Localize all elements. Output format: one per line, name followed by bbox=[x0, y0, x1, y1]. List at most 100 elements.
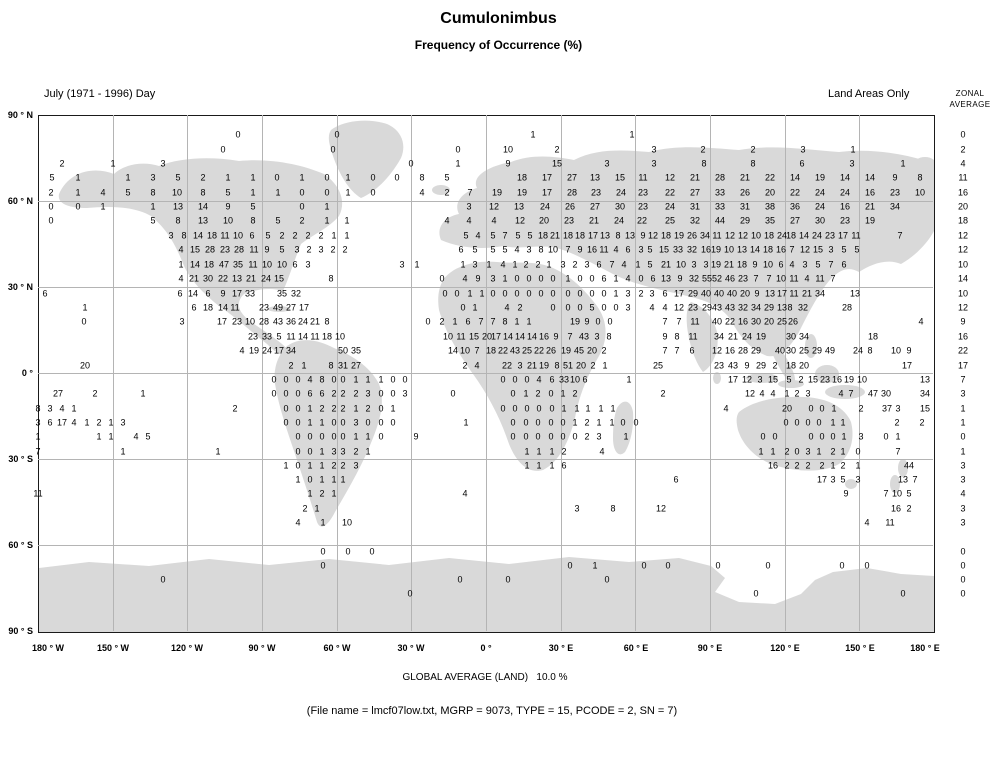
grid-value: 1 bbox=[840, 446, 846, 457]
grid-value: 21 bbox=[660, 259, 672, 270]
grid-value: 14 bbox=[864, 172, 876, 183]
grid-value: 1 bbox=[610, 403, 616, 414]
grid-value: 49 bbox=[272, 302, 284, 313]
grid-value: 18 bbox=[763, 230, 775, 241]
grid-value: 4 bbox=[613, 244, 619, 255]
grid-value: 0 bbox=[340, 431, 346, 442]
grid-value: 27 bbox=[52, 388, 64, 399]
grid-value: 14 bbox=[502, 331, 514, 342]
grid-value: 2 bbox=[784, 460, 790, 471]
grid-value: 29 bbox=[687, 288, 699, 299]
grid-value: 0 bbox=[536, 403, 542, 414]
north-america-land bbox=[58, 158, 343, 356]
grid-value: 25 bbox=[664, 215, 676, 226]
zonal-average-value: 7 bbox=[960, 374, 966, 385]
grid-value: 11 bbox=[815, 273, 825, 284]
grid-value: 11 bbox=[249, 244, 259, 255]
grid-value: 0 bbox=[808, 403, 814, 414]
grid-value: 2 bbox=[660, 388, 666, 399]
grid-value: 1 bbox=[120, 446, 126, 457]
grid-value: 7 bbox=[662, 345, 668, 356]
grid-value: 0 bbox=[549, 403, 555, 414]
grid-value: 6 bbox=[205, 288, 211, 299]
grid-value: 23 bbox=[819, 374, 831, 385]
grid-value: 24 bbox=[839, 187, 851, 198]
grid-value: 4 bbox=[100, 187, 106, 198]
grid-value: 3 bbox=[800, 144, 806, 155]
grid-value: 22 bbox=[724, 316, 736, 327]
grid-value: 26 bbox=[564, 201, 576, 212]
grid-value: 7 bbox=[676, 316, 682, 327]
grid-value: 1 bbox=[512, 259, 518, 270]
grid-value: 1 bbox=[592, 560, 598, 571]
grid-value: 3 bbox=[855, 474, 861, 485]
zonal-average-value: 1 bbox=[960, 446, 966, 457]
grid-value: 24 bbox=[741, 331, 753, 342]
grid-value: 2 bbox=[331, 403, 337, 414]
grid-value: 3 bbox=[318, 244, 324, 255]
grid-value: 3 bbox=[47, 403, 53, 414]
grid-value: 1 bbox=[900, 158, 906, 169]
grid-value: 0 bbox=[577, 302, 583, 313]
grid-value: 13 bbox=[849, 288, 861, 299]
grid-value: 4 bbox=[918, 316, 924, 327]
zonal-average-value: 12 bbox=[957, 302, 969, 313]
new-zealand-north-land bbox=[898, 459, 908, 477]
grid-value: 1 bbox=[378, 374, 384, 385]
grid-value: 13 bbox=[897, 474, 909, 485]
grid-value: 8 bbox=[35, 403, 41, 414]
grid-value: 28 bbox=[841, 302, 853, 313]
grid-value: 0 bbox=[589, 273, 595, 284]
grid-value: 0 bbox=[439, 273, 445, 284]
grid-value: 2 bbox=[772, 360, 778, 371]
grid-value: 7 bbox=[830, 273, 836, 284]
grid-value: 1 bbox=[549, 446, 555, 457]
grid-value: 3 bbox=[849, 158, 855, 169]
grid-value: 3 bbox=[594, 331, 600, 342]
grid-value: 10 bbox=[232, 230, 244, 241]
grid-value: 18 bbox=[537, 230, 549, 241]
grid-value: 10 bbox=[171, 187, 183, 198]
grid-value: 20 bbox=[481, 331, 493, 342]
grid-value: 17 bbox=[837, 230, 849, 241]
grid-value: 0 bbox=[500, 403, 506, 414]
grid-value: 23 bbox=[687, 302, 699, 313]
grid-value: 0 bbox=[595, 316, 601, 327]
grid-value: 17 bbox=[490, 331, 502, 342]
grid-value: 2 bbox=[750, 144, 756, 155]
grid-value: 1 bbox=[365, 446, 371, 457]
grid-value: 6 bbox=[458, 244, 464, 255]
grid-value: 3 bbox=[651, 158, 657, 169]
grid-value: 0 bbox=[548, 417, 554, 428]
grid-value: 8 bbox=[701, 158, 707, 169]
grid-value: 27 bbox=[789, 215, 801, 226]
grid-value: 8 bbox=[150, 187, 156, 198]
grid-value: 6 bbox=[582, 374, 588, 385]
grid-value: 17 bbox=[273, 345, 285, 356]
grid-value: 20 bbox=[798, 360, 810, 371]
grid-value: 1 bbox=[536, 460, 542, 471]
grid-value: 0 bbox=[794, 417, 800, 428]
grid-value: 4 bbox=[444, 215, 450, 226]
grid-value: 2 bbox=[535, 388, 541, 399]
grid-value: 11 bbox=[690, 316, 700, 327]
grid-value: 19 bbox=[673, 230, 685, 241]
lon-axis-label: 180 ° W bbox=[31, 643, 65, 653]
grid-value: 14 bbox=[447, 345, 459, 356]
borneo-land bbox=[815, 365, 839, 383]
grid-value: 2 bbox=[805, 460, 811, 471]
grid-value: 21 bbox=[689, 172, 701, 183]
grid-value: 8 bbox=[867, 345, 873, 356]
zonal-average-header: ZONAL AVERAGE bbox=[944, 88, 996, 110]
grid-value: 0 bbox=[753, 588, 759, 599]
grid-value: 1 bbox=[324, 215, 330, 226]
grid-value: 0 bbox=[620, 417, 626, 428]
grid-value: 0 bbox=[613, 302, 619, 313]
grid-value: 5 bbox=[150, 215, 156, 226]
grid-value: 11 bbox=[220, 230, 230, 241]
grid-value: 2 bbox=[59, 158, 65, 169]
grid-value: 33 bbox=[558, 374, 570, 385]
lon-axis-label: 90 ° W bbox=[248, 643, 276, 653]
grid-value: 10 bbox=[442, 331, 454, 342]
grid-value: 1 bbox=[486, 259, 492, 270]
